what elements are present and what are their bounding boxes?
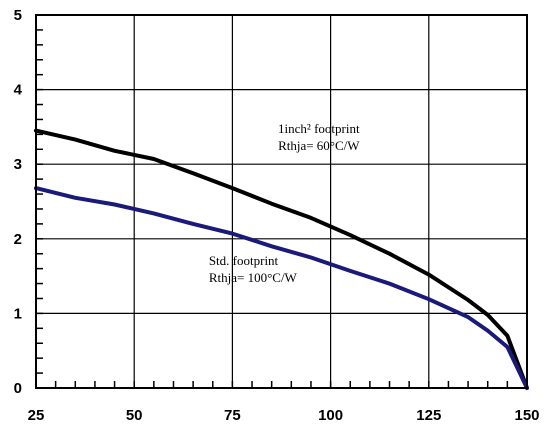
annotation-1-line-2: Rthja= 60°C/W (278, 138, 360, 153)
x-axis-tick-labels: 25 50 75 100 125 150 (28, 407, 540, 424)
y-tick-label-3: 3 (14, 156, 22, 173)
annotation-2-line-1: Std. footprint (209, 253, 279, 268)
y-axis-tick-labels: 0 1 2 3 4 5 (14, 7, 23, 397)
minor-ticks (35, 14, 528, 389)
y-tick-label-2: 2 (14, 231, 22, 248)
series-line-2 (34, 186, 529, 390)
y-tick-label-5: 5 (14, 7, 22, 24)
annotation-1-line-1: 1inch² footprint (278, 121, 360, 136)
x-tick-label-100: 100 (318, 407, 343, 424)
x-tick-label-125: 125 (416, 407, 441, 424)
x-tick-label-75: 75 (224, 407, 241, 424)
x-tick-label-50: 50 (126, 407, 143, 424)
series-line-1 (34, 128, 529, 390)
annotations: 1inch² footprint Rthja= 60°C/W Std. footpr… (209, 121, 360, 285)
plot-frame (35, 14, 528, 389)
y-tick-label-4: 4 (14, 82, 23, 99)
x-tick-label-25: 25 (28, 407, 45, 424)
series-lines (34, 128, 529, 390)
annotation-2-line-2: Rthja= 100°C/W (209, 270, 298, 285)
y-tick-label-1: 1 (14, 305, 22, 322)
x-tick-label-150: 150 (514, 407, 539, 424)
y-tick-label-0: 0 (14, 380, 22, 397)
grid (36, 15, 527, 388)
